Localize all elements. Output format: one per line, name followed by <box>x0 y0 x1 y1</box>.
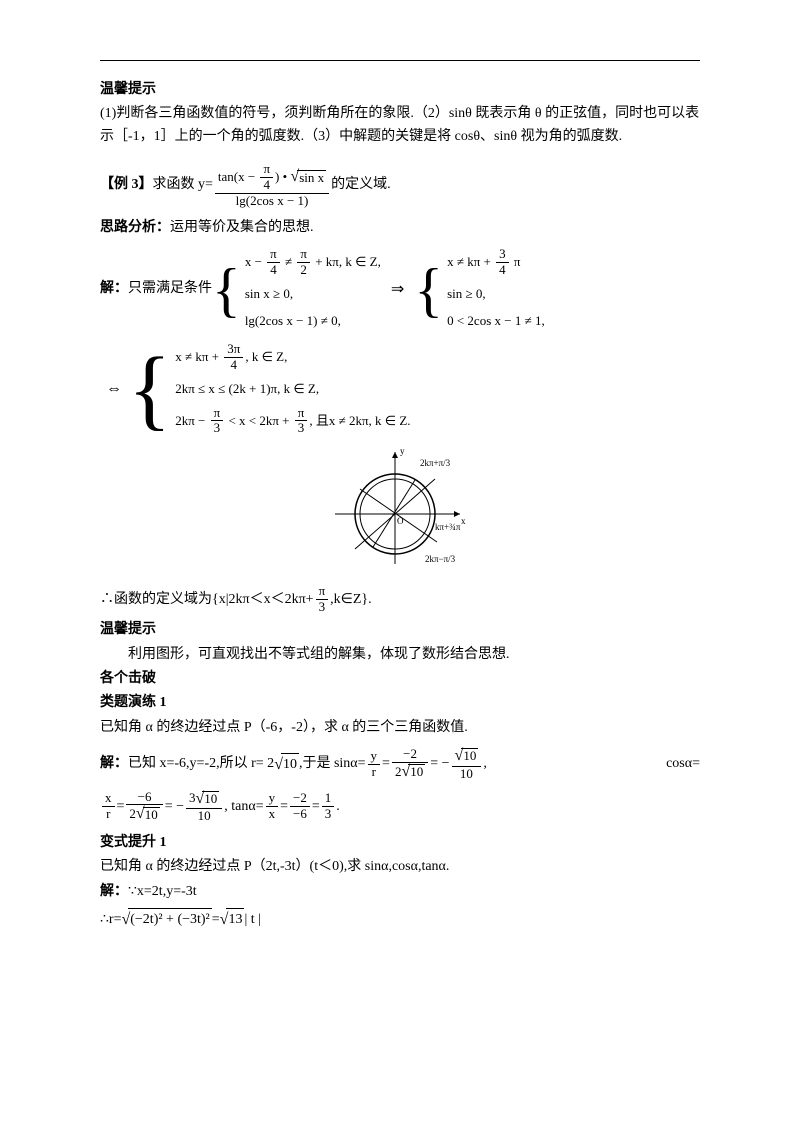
variant-1-line2: ∴r= √(−2t)² + (−3t)² = √13 | t | <box>100 907 261 933</box>
document-page: 温馨提示 (1)判断各三角函数值的符号，须判断角所在的象限.（2）sinθ 既表… <box>0 0 800 1132</box>
practice-1-problem: 已知角 α 的终边经过点 P（-6，-2），求 α 的三个三角函数值. <box>100 717 700 739</box>
conclusion: ∴函数的定义域为{x|2kπ＜x＜2kπ+π3,k∈Z}. <box>100 584 372 615</box>
sol-label: 解： <box>100 278 128 300</box>
example-text-2: 的定义域. <box>331 174 391 196</box>
sol-lead: 只需满足条件 <box>128 278 212 300</box>
solution-row-2: ⇔ { x ≠ kπ + 3π4, k ∈ Z, 2kπ ≤ x ≤ (2k +… <box>100 342 700 437</box>
top-rule <box>100 60 700 61</box>
hint-body-2: 利用图形，可直观找出不等式组的解集，体现了数形结合思想. <box>100 644 700 666</box>
analysis-text: 运用等价及集合的思想. <box>170 220 314 235</box>
analysis: 思路分析：运用等价及集合的思想. <box>100 217 700 239</box>
example-fraction: tan(x − π4) • √sin x lg(2cos x − 1) <box>215 162 329 209</box>
hint-title-1: 温馨提示 <box>100 79 700 101</box>
variant-1-line1: 解：∵x=2t,y=-3t <box>100 881 700 903</box>
system-3: { x ≠ kπ + 3π4, k ∈ Z, 2kπ ≤ x ≤ (2k + 1… <box>128 342 411 437</box>
example-label: 【例 3】 <box>100 174 153 196</box>
analysis-label: 思路分析： <box>100 220 170 235</box>
hint-body-1: (1)判断各三角函数值的符号，须判断角所在的象限.（2）sinθ 既表示角 θ … <box>100 103 700 148</box>
practice-1-title: 类题演练 1 <box>100 692 700 714</box>
practice-1-solution: 解： 已知 x=-6,y=-2,所以 r= 2√10 ,于是 sinα= yr … <box>100 747 700 781</box>
breakthrough-title: 各个击破 <box>100 668 700 690</box>
practice-1-solution-2: xr = −62√10 = − 3√1010 , tanα= yx = −2−6… <box>100 790 700 824</box>
label-bottom: 2kπ−π/3 <box>425 554 456 564</box>
solution-row-1: 解： 只需满足条件 { x − π4 ≠ π2 + kπ, k ∈ Z, sin… <box>100 247 700 331</box>
hint-title-2: 温馨提示 <box>100 619 700 641</box>
unit-circle-diagram: O x y 2kπ+π/3 kπ+¾π 2kπ−π/3 <box>325 444 475 574</box>
system-1: { x − π4 ≠ π2 + kπ, k ∈ Z, sin x ≥ 0, lg… <box>212 247 381 331</box>
system-2: { x ≠ kπ + 34 π sin ≥ 0, 0 < 2cos x − 1 … <box>414 247 544 331</box>
x-axis-label: x <box>461 516 466 526</box>
cos-label: cosα= <box>666 753 700 775</box>
pi-num: π <box>260 162 273 178</box>
variant-1-problem: 已知角 α 的终边经过点 P（2t,-3t）(t＜0),求 sinα,cosα,… <box>100 856 700 878</box>
variant-1-title: 变式提升 1 <box>100 832 700 854</box>
arrow-iff: ⇔ <box>106 376 122 402</box>
example-3: 【例 3】 求函数 y= tan(x − π4) • √sin x lg(2co… <box>100 162 700 209</box>
y-axis-label: y <box>400 446 405 456</box>
example-text-1: 求函数 y= <box>153 174 213 196</box>
label-top: 2kπ+π/3 <box>420 458 451 468</box>
four-den: 4 <box>260 178 273 193</box>
origin-label: O <box>397 516 404 526</box>
arrow-implies: ⇒ <box>391 277 404 303</box>
label-right: kπ+¾π <box>435 522 461 532</box>
